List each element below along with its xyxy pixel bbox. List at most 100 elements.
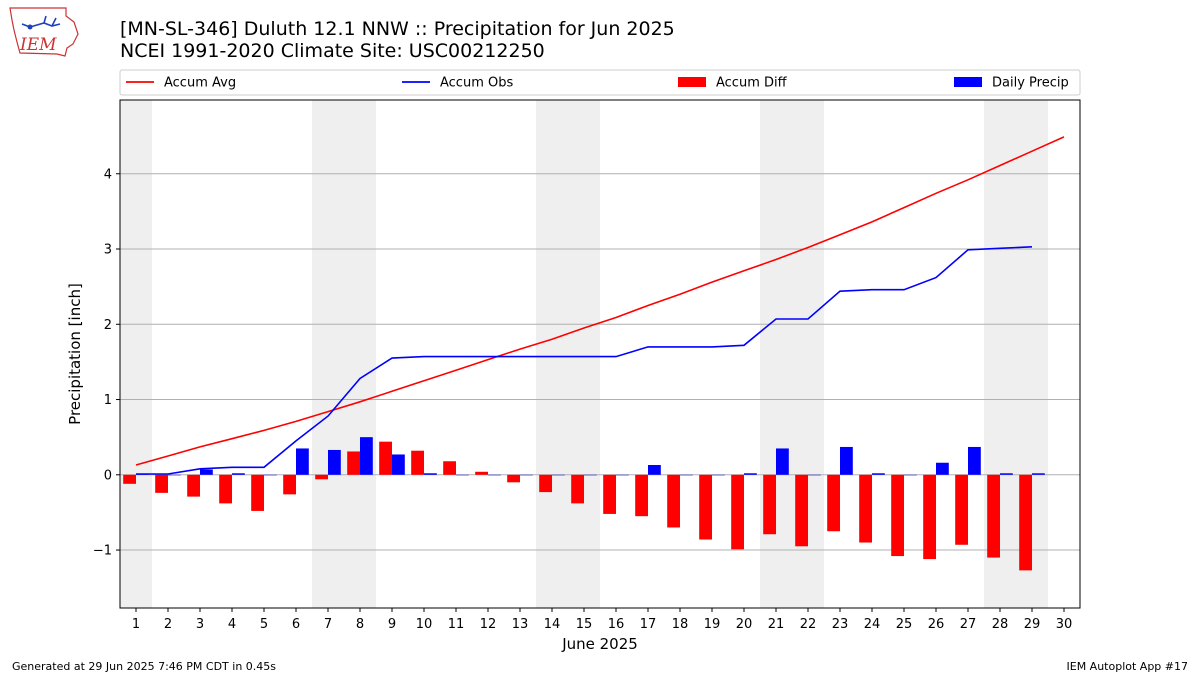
accum-diff-bar [827,474,840,532]
x-tick-label: 29 [1024,617,1041,632]
x-tick-label: 27 [960,617,977,632]
legend-label-daily-precip: Daily Precip [992,76,1069,91]
daily-precip-bar [264,474,277,476]
legend-swatch-accum-diff [678,77,706,87]
x-tick-label: 3 [196,617,204,632]
accum-diff-bar [603,474,616,514]
x-tick-label: 20 [736,617,753,632]
accum-diff-bar [859,474,872,543]
accum-diff-bar [1019,474,1032,571]
legend-label-accum-obs: Accum Obs [440,76,513,91]
x-tick-label: 13 [512,617,529,632]
weekend-band-3 [536,100,600,608]
accum-diff-bar [187,474,200,497]
x-tick-label: 7 [324,617,332,632]
accum-diff-bar [315,474,328,480]
footer-app: IEM Autoplot App #17 [1067,660,1189,673]
daily-precip-bar [392,454,405,475]
weekend-band-2 [312,100,376,608]
x-tick-label: 19 [704,617,721,632]
accum-diff-bar [539,474,552,493]
legend-label-accum-avg: Accum Avg [164,76,236,91]
x-tick-label: 16 [608,617,625,632]
x-tick-label: 12 [480,617,497,632]
y-axis-label: Precipitation [inch] [66,283,84,425]
x-tick-label: 24 [864,617,881,632]
x-tick-label: 2 [164,617,172,632]
daily-precip-bar [808,474,821,476]
accum-obs-line [136,246,1033,475]
accum-diff-bar [347,451,360,475]
x-tick-label: 15 [576,617,593,632]
legend-frame [119,69,1081,96]
x-tick-label: 11 [448,617,465,632]
accum-diff-bar [955,474,968,545]
accum-diff-bar [635,474,648,517]
footer-generated: Generated at 29 Jun 2025 7:46 PM CDT in … [12,660,276,673]
x-tick-label: 5 [260,617,268,632]
daily-precip-bar [232,473,245,475]
x-tick-label: 26 [928,617,945,632]
daily-precip-bar [936,462,949,475]
accum-diff-bar [795,474,808,547]
legend-swatch-daily-precip [954,77,982,87]
accum-diff-bar [763,474,776,535]
weekend-band-1 [120,100,152,608]
daily-precip-bar [968,446,981,475]
accum-avg-line [135,136,1065,466]
daily-precip-bar [168,474,181,476]
x-tick-label: 22 [800,617,817,632]
accum-diff-bar [699,474,712,540]
y-tick-label: 4 [104,167,112,182]
x-tick-label: 28 [992,617,1009,632]
daily-precip-bar [712,474,725,476]
daily-precip-bar [456,474,469,476]
y-tick-label: 2 [104,318,112,333]
daily-precip-bar [424,473,437,475]
chart-title-line2: NCEI 1991-2020 Climate Site: USC00212250 [120,40,545,62]
x-tick-label: 17 [640,617,657,632]
accum-diff-bar [443,461,456,475]
x-tick-label: 25 [896,617,913,632]
daily-precip-bar [584,474,597,476]
accum-diff-bar [219,474,232,504]
x-tick-label: 8 [356,617,364,632]
daily-precip-bar [616,474,629,476]
plot-area [119,99,1081,609]
accum-diff-bar [923,474,936,560]
daily-precip-bar [648,465,661,475]
daily-precip-bar [744,473,757,475]
x-axis-label: June 2025 [561,635,638,653]
daily-precip-bar [872,473,885,475]
legend-label-accum-diff: Accum Diff [716,76,788,91]
accum-diff-bar [731,474,744,550]
chart-title-line1: [MN-SL-346] Duluth 12.1 NNW :: Precipita… [120,18,675,40]
daily-precip-bar [360,437,373,475]
daily-precip-bar [1000,473,1013,475]
y-axis: −1 0 1 2 3 4 [93,167,120,559]
accum-diff-bar [667,474,680,528]
accum-diff-bar [475,471,488,475]
accum-diff-bar [155,474,168,493]
plot-frame [119,99,1081,609]
daily-precip-bar [200,469,213,475]
x-tick-label: 6 [292,617,300,632]
x-tick-label: 9 [388,617,396,632]
daily-precip-bar [552,474,565,476]
x-axis: 1 2 3 4 5 6 7 8 9 10 11 12 13 14 15 16 17 18 19 20 21 22 23 24 2… [132,608,1072,632]
daily-precip-bar [520,474,533,476]
logo-text: IEM [19,35,57,55]
accum-diff-bar [571,474,584,504]
accum-diff-bar [251,474,264,511]
x-tick-label: 10 [416,617,433,632]
daily-precip-bar [1032,473,1045,475]
daily-precip-bar [296,448,309,475]
accum-diff-bar [123,474,136,484]
y-tick-label: 1 [104,393,112,408]
y-tick-label: −1 [93,544,112,559]
x-tick-label: 23 [832,617,849,632]
accum-diff-bar [379,441,392,475]
y-tick-label: 0 [104,468,112,483]
iem-logo: IEM [9,7,79,57]
